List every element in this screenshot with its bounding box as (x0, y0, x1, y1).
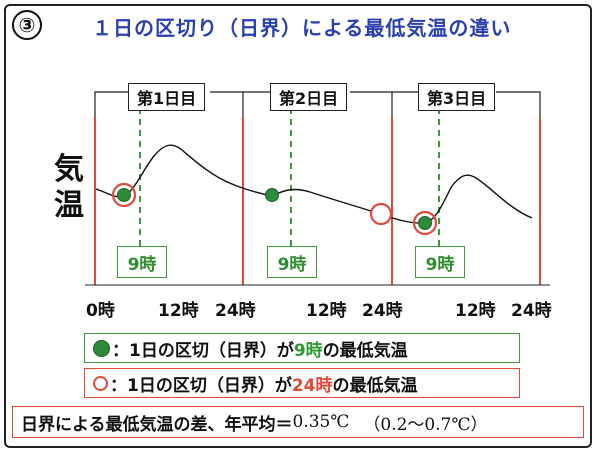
day3-label: 第3日目 (418, 83, 496, 111)
x-tick-label: 12時 (158, 301, 199, 321)
x-tick-label: 12時 (455, 301, 496, 321)
legend-24h-suffix: の最低気温 (332, 375, 418, 396)
day1-label: 第1日目 (128, 83, 206, 111)
x-tick-label: 24時 (511, 301, 552, 321)
day1-bracket (94, 91, 128, 117)
legend-24h-hour: 24時 (291, 375, 333, 396)
x-tick-label: 0時 (86, 301, 115, 321)
day3-bracket-right (496, 91, 541, 117)
temperature-curve (95, 144, 533, 224)
legend-9h-hour: 9時 (293, 340, 323, 361)
min-9h-day3-dot-icon (418, 216, 432, 230)
min-9h-day2-dot-icon (265, 188, 279, 202)
min-24h-day2-ring-icon (369, 202, 393, 226)
legend-24h: ：1日の区切（日界）が 24時 の最低気温 (84, 368, 520, 398)
nine-oclock-label-day3: 9時 (415, 246, 465, 278)
filled-dot-icon (93, 339, 110, 357)
footer-text: 日界による最低気温の差、年平均＝ (21, 414, 293, 435)
min-24h-day3-ring-icon (412, 210, 438, 236)
min-9h-day1-dot-icon (117, 188, 131, 202)
footer-value: 0.35℃ (292, 412, 350, 432)
x-tick-label: 24時 (362, 301, 403, 321)
x-tick-label: 12時 (306, 301, 347, 321)
footer-range: （0.2〜0.7℃） (363, 414, 488, 435)
annual-average-note: 日界による最低気温の差、年平均＝ 0.35℃ （0.2〜0.7℃） (12, 406, 584, 438)
ring-dot-icon (93, 375, 108, 391)
x-tick-label: 24時 (215, 301, 256, 321)
figure-frame (4, 4, 592, 448)
day2-label: 第2日目 (270, 83, 348, 111)
legend-9h-prefix: ：1日の区切（日界）が (112, 340, 294, 361)
figure-number-badge: ③ (12, 10, 42, 40)
legend-24h-prefix: ：1日の区切（日界）が (110, 375, 292, 396)
legend-9h: ：1日の区切（日界）が 9時 の最低気温 (84, 333, 520, 363)
min-24h-day1-ring-icon (111, 182, 137, 208)
day1-bracket-right (210, 91, 244, 117)
y-axis-label: 気温 (54, 152, 84, 223)
legend-9h-suffix: の最低気温 (322, 340, 408, 361)
nine-oclock-label-day2: 9時 (267, 246, 317, 278)
figure-title: １日の区切り（日界）による最低気温の違い (92, 16, 512, 40)
nine-oclock-label-day1: 9時 (117, 246, 167, 278)
day2-bracket-right (350, 91, 393, 117)
